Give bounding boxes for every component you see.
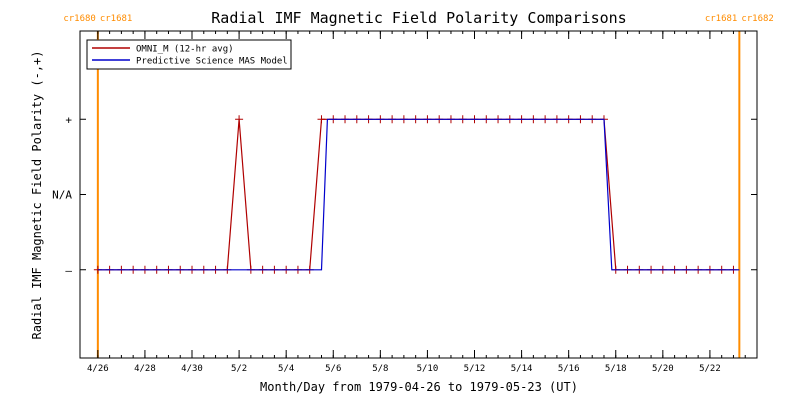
plot-border (79, 30, 758, 359)
x-tick-label: 4/30 (181, 364, 203, 374)
x-tick-label: 4/28 (134, 364, 156, 374)
y-level-label: N/A (52, 189, 72, 202)
x-tick-label: 5/16 (558, 364, 580, 374)
x-tick-label: 5/18 (605, 364, 627, 374)
carrington-right-label: cr1682 (741, 14, 774, 24)
legend: OMNI_M (12-hr avg) Predictive Science MAS… (86, 39, 292, 70)
y-level-label: – (65, 264, 72, 277)
x-tick-label: 5/20 (652, 364, 674, 374)
y-axis-label: Radial IMF Magnetic Field Polarity (-,+) (30, 51, 44, 340)
chart-title: Radial IMF Magnetic Field Polarity Compa… (211, 9, 626, 27)
carrington-left-label: cr1681 (705, 14, 738, 24)
x-tick-label: 4/26 (87, 364, 109, 374)
legend-label: OMNI_M (12-hr avg) (136, 45, 234, 55)
x-axis: 4/26 4/28 4/30 5/2 5/4 5/6 5/8 5/10 5/12 5/14 5/16… (87, 31, 758, 374)
x-tick-label: 5/22 (699, 364, 721, 374)
data-point (235, 115, 244, 124)
x-tick-label: 5/14 (511, 364, 533, 374)
carrington-rotation-markers: cr1680 cr1681 cr1681 cr1682 (63, 14, 774, 358)
legend-label: Predictive Science MAS Model (136, 57, 288, 67)
x-tick-label: 5/4 (278, 364, 294, 374)
x-tick-label: 5/8 (372, 364, 388, 374)
plot-frame (79, 30, 758, 359)
x-tick-label: 5/2 (231, 364, 247, 374)
x-axis-label: Month/Day from 1979-04-26 to 1979-05-23 … (260, 380, 578, 394)
x-tick-label: 5/6 (325, 364, 341, 374)
data-point (317, 115, 326, 124)
series-line-2 (97, 118, 740, 271)
x-tick-label: 5/10 (417, 364, 439, 374)
carrington-right-label: cr1681 (100, 14, 133, 24)
y-axis: + N/A – (52, 113, 757, 277)
series-layer (93, 115, 740, 274)
y-level-label: + (65, 113, 72, 126)
legend-box (86, 39, 292, 70)
series-line-1 (97, 118, 734, 271)
x-tick-label: 5/12 (464, 364, 486, 374)
carrington-left-label: cr1680 (63, 14, 96, 24)
